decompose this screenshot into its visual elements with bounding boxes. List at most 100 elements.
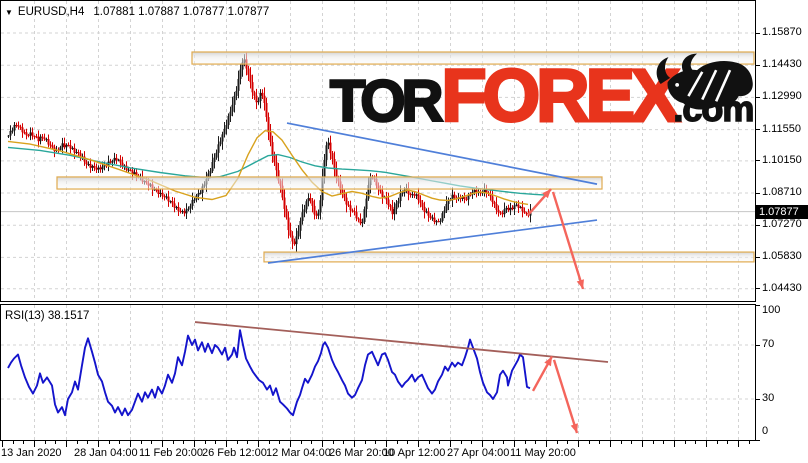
time-axis-tick (55, 441, 56, 444)
time-axis-tick (333, 441, 334, 444)
price-pane[interactable] (0, 0, 757, 303)
rsi-axis-label: 70 (762, 338, 775, 350)
time-axis-tick (386, 441, 387, 447)
price-axis-label: 1.07270 (762, 218, 802, 231)
time-axis-tick (258, 441, 259, 447)
time-axis-tick (279, 441, 280, 444)
rsi-trendline (194, 321, 609, 363)
time-axis-tick (418, 441, 419, 447)
rsi-line (7, 329, 531, 417)
time-axis-tick (269, 441, 270, 444)
time-axis-tick (2, 441, 3, 447)
rsi-chart-svg (0, 304, 756, 441)
time-axis[interactable]: 13 Jan 2020 28 Jan 04:00 11 Feb 20:00 26 Fe… (0, 441, 808, 463)
time-axis-tick (471, 441, 472, 444)
price-axis-tick (756, 192, 760, 194)
price-axis-label: 1.04430 (762, 281, 802, 294)
time-axis-tick (301, 441, 302, 444)
price-axis-tick (756, 64, 760, 66)
time-axis-tick (525, 441, 526, 444)
rsi-axis-label: 100 (762, 304, 781, 316)
time-axis-tick (738, 441, 739, 447)
chart-title: ▼ EURUSD,H4 1.07881 1.07887 1.07877 1.07… (5, 6, 269, 18)
time-axis-tick (311, 441, 312, 444)
time-axis-tick (610, 441, 611, 447)
time-axis-tick (717, 441, 718, 444)
trendline (286, 122, 598, 185)
time-axis-tick (77, 441, 78, 444)
time-axis-tick (546, 441, 547, 447)
rsi-axis[interactable]: 100 70 30 0 (756, 0, 808, 441)
time-axis-tick (674, 441, 675, 447)
time-axis-tick (429, 441, 430, 444)
time-axis-tick (141, 441, 142, 444)
zone-rect (263, 251, 755, 263)
price-axis-tick (756, 129, 760, 131)
price-axis-tick (756, 288, 760, 290)
time-axis-tick (439, 441, 440, 444)
time-axis-tick (151, 441, 152, 444)
price-axis-label: 1.14430 (762, 58, 802, 71)
time-axis-tick (183, 441, 184, 444)
ohlc-quotes-label: 1.07881 1.07887 1.07877 1.07877 (93, 6, 270, 18)
time-axis-tick (557, 441, 558, 444)
time-axis-tick (130, 441, 131, 447)
time-axis-tick (375, 441, 376, 444)
time-axis-tick (66, 441, 67, 447)
time-axis-tick (695, 441, 696, 444)
time-axis-label: 13 Jan 2020 (1, 447, 62, 459)
time-axis-tick (706, 441, 707, 447)
price-axis-label: 1.12990 (762, 90, 802, 103)
price-zones (56, 51, 755, 263)
price-axis[interactable]: 1.15870 1.14430 1.12990 1.11550 1.10150 1.087… (756, 0, 808, 303)
time-axis-tick (98, 441, 99, 447)
time-axis-tick (727, 441, 728, 444)
time-axis-tick (493, 441, 494, 444)
rsi-axis-tick (756, 399, 760, 400)
time-axis-tick (599, 441, 600, 444)
time-axis-tick (23, 441, 24, 444)
time-axis-label: 10 Apr 12:00 (383, 447, 446, 459)
ma-fast-line (7, 129, 529, 206)
price-chart-svg (0, 0, 756, 302)
time-axis-label: 28 Jan 04:00 (74, 447, 138, 459)
time-axis-tick (343, 441, 344, 444)
time-axis-label: 26 Feb 12:00 (202, 447, 267, 459)
price-pane-border (0, 0, 756, 302)
time-axis-tick (237, 441, 238, 444)
time-axis-tick (322, 441, 323, 447)
time-axis-tick (119, 441, 120, 444)
rsi-indicator-label: RSI(13) 38.1517 (5, 310, 90, 322)
time-axis-label: 27 Apr 04:00 (447, 447, 510, 459)
time-axis-tick (631, 441, 632, 444)
price-axis-label: 1.08710 (762, 186, 802, 199)
rsi-axis-tick (756, 304, 760, 306)
time-axis-tick (642, 441, 643, 447)
candlestick-series (7, 52, 532, 253)
trendline (267, 219, 598, 264)
time-axis-tick (226, 441, 227, 447)
price-axis-tick (756, 224, 760, 226)
time-axis-tick (13, 441, 14, 444)
rsi-gridlines (1, 305, 755, 440)
time-axis-tick (194, 441, 195, 447)
rsi-axis-label: 30 (762, 392, 775, 404)
time-axis-tick (663, 441, 664, 444)
rsi-pane[interactable] (0, 304, 757, 442)
time-axis-label: 26 Mar 20:00 (329, 447, 394, 459)
time-axis-tick (685, 441, 686, 444)
time-axis-tick (461, 441, 462, 444)
time-axis-tick (503, 441, 504, 444)
rsi-axis-tick (756, 439, 760, 441)
time-axis-tick (407, 441, 408, 444)
time-axis-tick (535, 441, 536, 444)
time-axis-tick (45, 441, 46, 444)
time-axis-label: 11 Feb 20:00 (139, 447, 204, 459)
time-axis-tick (365, 441, 366, 444)
symbol-dropdown-icon: ▼ (5, 7, 13, 17)
price-gridlines (1, 1, 755, 301)
time-axis-tick (749, 441, 750, 444)
time-axis-tick (290, 441, 291, 447)
price-axis-tick (756, 32, 760, 34)
